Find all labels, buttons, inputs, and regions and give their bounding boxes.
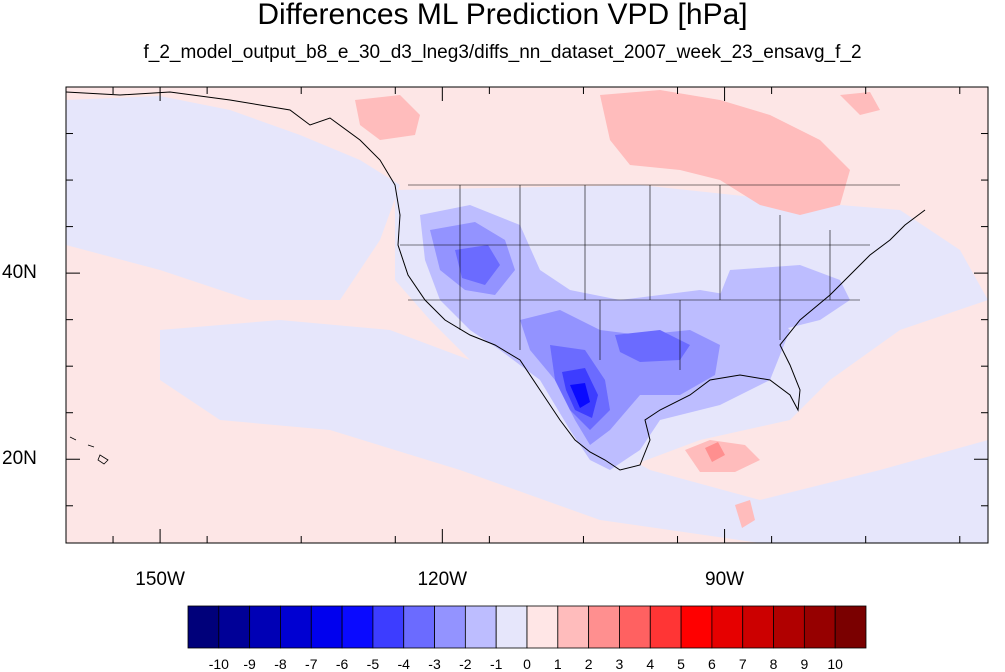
colorbar-swatch bbox=[495, 605, 528, 649]
pink-region-south-coast bbox=[735, 500, 755, 528]
colorbar-label: 2 bbox=[584, 656, 593, 672]
colorbar-swatch bbox=[249, 605, 281, 649]
pink-region-alaska-canada bbox=[355, 95, 420, 140]
colorbar-label: 7 bbox=[738, 656, 747, 672]
colorbar-swatch bbox=[557, 605, 590, 649]
pink-region-ne-coast bbox=[840, 92, 880, 115]
axis-ticks bbox=[66, 87, 988, 543]
colorbar-label: -5 bbox=[366, 656, 380, 672]
colorbar-label: -3 bbox=[428, 656, 441, 672]
colorbar-label: 5 bbox=[677, 656, 685, 672]
light-blue-region-east bbox=[720, 265, 850, 330]
colorbar-swatch bbox=[218, 605, 251, 649]
darker-blue-region-utah bbox=[455, 245, 500, 285]
lat-label: 40N bbox=[2, 262, 37, 284]
colorbar-swatch bbox=[372, 605, 405, 649]
colorbar-swatch bbox=[834, 605, 867, 649]
colorbar-label: 0 bbox=[523, 656, 531, 672]
lon-label: 120W bbox=[417, 569, 468, 590]
deepest-blue-core bbox=[570, 383, 590, 408]
colorbar bbox=[187, 605, 867, 649]
colorbar-swatch bbox=[680, 605, 713, 649]
lon-label: 90W bbox=[705, 569, 745, 590]
colorbar-label: -1 bbox=[489, 656, 503, 672]
colorbar-swatch bbox=[803, 605, 836, 649]
hawaii-islands bbox=[69, 436, 109, 465]
colorbar-label: -9 bbox=[243, 656, 256, 672]
map-title: Differences ML Prediction VPD [hPa] bbox=[257, 0, 748, 31]
darker-blue-region-plains bbox=[615, 330, 690, 362]
red-spot-caribbean bbox=[705, 442, 725, 462]
colorbar-swatch bbox=[526, 605, 559, 649]
colorbar-swatch bbox=[464, 605, 497, 649]
pink-region-hudson bbox=[600, 90, 850, 215]
vpd-difference-field bbox=[66, 87, 988, 543]
lon-label: 150W bbox=[135, 569, 185, 590]
colorbar-swatch bbox=[711, 605, 744, 649]
colorbar-swatch bbox=[310, 605, 343, 649]
pale-blue-region-northwest bbox=[66, 96, 400, 300]
colorbar-label: 10 bbox=[827, 656, 843, 672]
colorbar-swatch bbox=[742, 605, 774, 649]
colorbar-swatch bbox=[649, 605, 682, 649]
colorbar-label: -2 bbox=[459, 656, 472, 672]
colorbar-label: -8 bbox=[274, 656, 287, 672]
colorbar-label: 9 bbox=[800, 656, 809, 672]
colorbar-swatch bbox=[403, 605, 435, 649]
colorbar-label: -6 bbox=[335, 656, 349, 672]
colorbar-swatch bbox=[773, 605, 805, 649]
colorbar-swatch bbox=[187, 605, 220, 649]
colorbar-swatch bbox=[341, 605, 374, 649]
map-frame bbox=[65, 86, 989, 544]
state-borders bbox=[400, 184, 900, 370]
colorbar-swatch bbox=[588, 605, 620, 649]
map-subtitle: f_2_model_output_b8_e_30_d3_lneg3/diffs_… bbox=[143, 42, 862, 63]
colorbar-label: 1 bbox=[553, 656, 562, 672]
colorbar-label: 4 bbox=[646, 656, 655, 672]
colorbar-label: -10 bbox=[208, 656, 229, 672]
colorbar-swatch bbox=[280, 605, 312, 649]
lat-label: 20N bbox=[2, 448, 37, 470]
colorbar-label: 3 bbox=[615, 656, 624, 672]
colorbar-label: 8 bbox=[769, 656, 778, 672]
colorbar-label: 6 bbox=[708, 656, 716, 672]
colorbar-swatch bbox=[434, 605, 466, 649]
coastline-north-america bbox=[66, 91, 926, 471]
colorbar-label: -7 bbox=[305, 656, 318, 672]
colorbar-label: -4 bbox=[397, 656, 410, 672]
colorbar-swatch bbox=[619, 605, 651, 649]
